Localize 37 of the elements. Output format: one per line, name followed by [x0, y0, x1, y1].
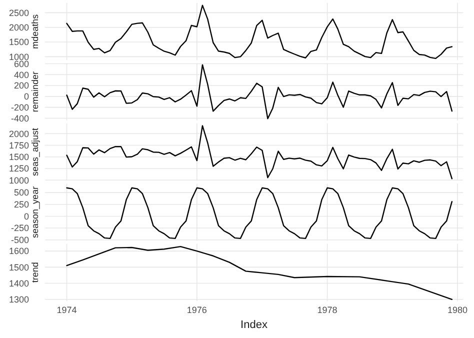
y-tick-label: 1500	[8, 37, 29, 48]
y-tick-label: -200	[10, 102, 29, 112]
y-axis-title: season_year	[30, 186, 40, 238]
x-axis-title: Index	[240, 319, 268, 331]
y-tick-label: 1500	[8, 262, 29, 272]
y-axis-title: remainder	[30, 72, 40, 112]
y-axis-title: seas_adjust	[30, 127, 40, 176]
y-tick-label: 1250	[8, 164, 29, 174]
x-tick-label: 1978	[317, 305, 338, 315]
y-tick-label: 200	[14, 80, 29, 91]
line-series	[66, 125, 453, 180]
y-tick-label: 500	[14, 188, 29, 198]
y-tick-label: 1400	[8, 278, 29, 288]
y-tick-label: 1000	[8, 175, 29, 186]
x-tick-label: 1976	[186, 305, 207, 315]
x-tick-label: 1980	[447, 305, 468, 315]
line-series	[66, 246, 453, 300]
y-axis-title: trend	[30, 262, 40, 283]
y-tick-label: 1600	[8, 246, 29, 256]
x-tick-label: 1974	[56, 305, 77, 315]
y-tick-label: 1500	[8, 152, 29, 162]
line-series	[66, 187, 453, 240]
y-tick-label: 0	[24, 211, 29, 222]
y-tick-label: 400	[14, 70, 29, 80]
y-tick-label: -400	[10, 113, 29, 124]
y-tick-label: 2000	[8, 128, 29, 139]
y-tick-label: 250	[14, 200, 29, 210]
y-tick-label: 2000	[8, 22, 29, 32]
y-tick-label: 1750	[8, 140, 29, 150]
y-tick-label: 1300	[8, 294, 29, 305]
y-tick-label: 0	[24, 92, 29, 102]
y-tick-label: -250	[10, 223, 29, 234]
line-series	[66, 64, 453, 120]
y-tick-label: 2500	[8, 8, 29, 18]
y-tick-label: -500	[10, 235, 29, 246]
y-axis-title: mdeaths	[30, 14, 40, 49]
line-series	[66, 4, 453, 60]
